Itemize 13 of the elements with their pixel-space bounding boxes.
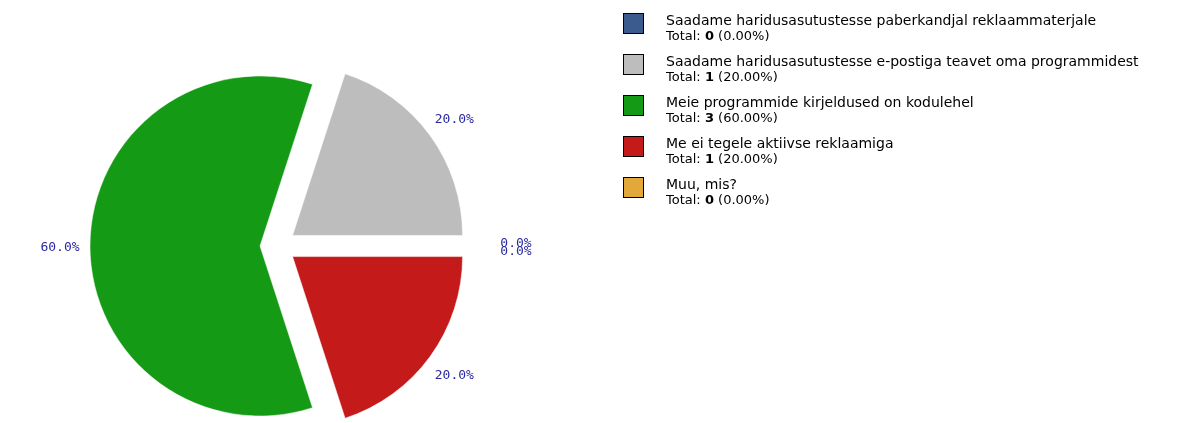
text: Total: 0 (0.00%) [666,28,770,43]
legend-label: Meie programmide kirjeldused on kodulehel [666,94,975,110]
text: Total: 3 (60.00%) [666,110,778,125]
text: Total: 1 (20.00%) [666,151,778,166]
legend-label: Saadame haridusasutustesse paberkandjal reklaammaterjale [666,12,1098,28]
legend-label: Muu, mis? [666,176,738,192]
legend-label: Saadame haridusasutustesse e-postiga teavet oma programmidest [666,53,1140,69]
data-label: 20.0% [434,110,475,126]
legend-label: Me ei tegele aktiivse reklaamiga [666,135,895,151]
data-label: 20.0% [434,367,475,383]
data-label: 60.0% [40,239,80,254]
text: Total: 0 (0.00%) [666,192,770,207]
text: Total: 1 (20.00%) [666,69,778,84]
